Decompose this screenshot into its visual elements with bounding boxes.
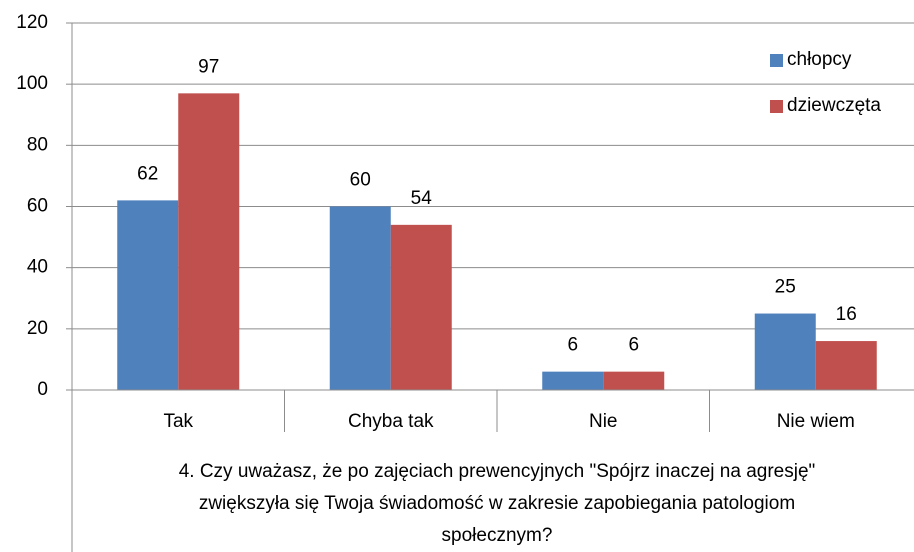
value-label: 60 (350, 170, 371, 191)
bar (390, 224, 452, 390)
y-tick-label: 40 (27, 257, 48, 278)
y-tick-label: 120 (16, 12, 48, 33)
value-label: 6 (567, 335, 578, 356)
bar (815, 341, 877, 390)
y-tick-label: 0 (37, 379, 48, 400)
bar (603, 371, 665, 390)
y-tick-label: 80 (27, 134, 48, 155)
value-label: 6 (628, 335, 639, 356)
bar (117, 200, 179, 390)
bar (178, 93, 240, 390)
legend-swatch (770, 100, 783, 113)
value-label: 54 (411, 188, 433, 209)
y-tick-label: 60 (27, 196, 48, 217)
bar (329, 206, 391, 390)
x-tick-label: Nie wiem (777, 411, 855, 432)
bar (754, 313, 816, 390)
bar (542, 371, 604, 390)
legend-label: dziewczęta (787, 95, 881, 116)
value-label: 16 (836, 304, 857, 325)
value-label: 62 (137, 163, 158, 184)
x-axis-label: 4. Czy uważasz, że po zajęciach prewency… (179, 461, 816, 482)
x-axis-label: społecznym? (442, 525, 553, 546)
x-tick-label: Tak (163, 411, 193, 432)
y-tick-label: 20 (27, 318, 48, 339)
value-label: 25 (775, 277, 796, 298)
x-tick-label: Chyba tak (348, 411, 434, 432)
legend-label: chłopcy (787, 49, 852, 70)
x-axis-label: zwiększyła się Twoja świadomość w zakres… (199, 493, 795, 514)
legend-swatch (770, 54, 783, 67)
x-tick-label: Nie (589, 411, 618, 432)
y-tick-label: 100 (16, 73, 48, 94)
value-label: 97 (198, 56, 219, 77)
